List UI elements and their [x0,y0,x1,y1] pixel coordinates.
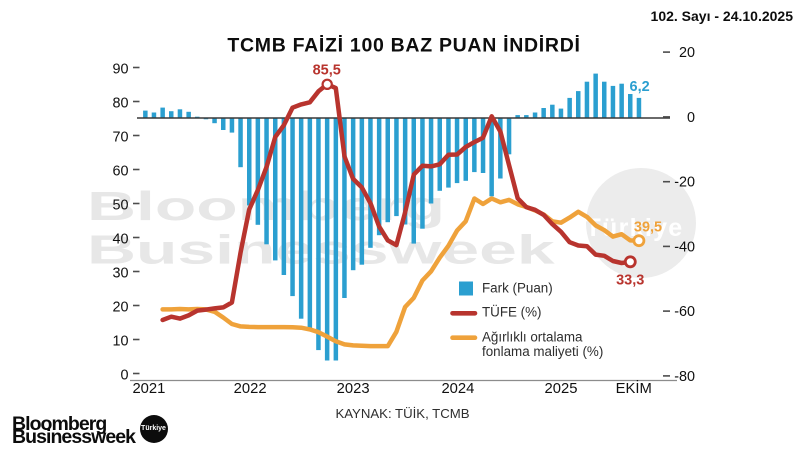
svg-text:6,2: 6,2 [630,79,650,95]
svg-text:2021: 2021 [132,381,165,397]
svg-text:Ağırlıklı ortalama: Ağırlıklı ortalama [482,329,583,344]
svg-text:-60: -60 [674,304,695,320]
svg-text:Businessweek: Businessweek [87,226,556,272]
svg-text:80: 80 [112,96,128,112]
svg-text:50: 50 [112,198,128,214]
svg-text:30: 30 [112,266,128,282]
svg-text:2025: 2025 [545,381,578,397]
svg-text:-20: -20 [674,175,695,191]
svg-text:TÜFE (%): TÜFE (%) [482,305,542,320]
svg-text:39,5: 39,5 [634,220,662,236]
svg-text:EKİM: EKİM [616,379,652,397]
svg-text:10: 10 [112,334,128,350]
svg-text:0: 0 [120,368,128,384]
svg-text:33,3: 33,3 [616,272,644,288]
svg-text:2022: 2022 [234,381,267,397]
svg-text:20: 20 [112,300,128,316]
svg-text:70: 70 [112,130,128,146]
svg-text:60: 60 [112,164,128,180]
svg-text:TCMB FAİZİ 100 BAZ PUAN İNDİRD: TCMB FAİZİ 100 BAZ PUAN İNDİRDİ [227,33,580,56]
svg-text:40: 40 [112,232,128,248]
svg-text:2024: 2024 [441,381,474,397]
svg-text:85,5: 85,5 [313,63,341,79]
svg-text:90: 90 [112,62,128,78]
svg-text:Fark (Puan): Fark (Puan) [482,281,553,296]
svg-text:20: 20 [679,45,695,61]
svg-text:2023: 2023 [337,381,370,397]
svg-text:-40: -40 [674,239,695,255]
svg-text:KAYNAK: TÜİK, TCMB: KAYNAK: TÜİK, TCMB [335,406,469,421]
svg-text:fonlama maliyeti (%): fonlama maliyeti (%) [482,344,603,359]
svg-text:0: 0 [687,110,695,126]
svg-text:-80: -80 [674,369,695,385]
